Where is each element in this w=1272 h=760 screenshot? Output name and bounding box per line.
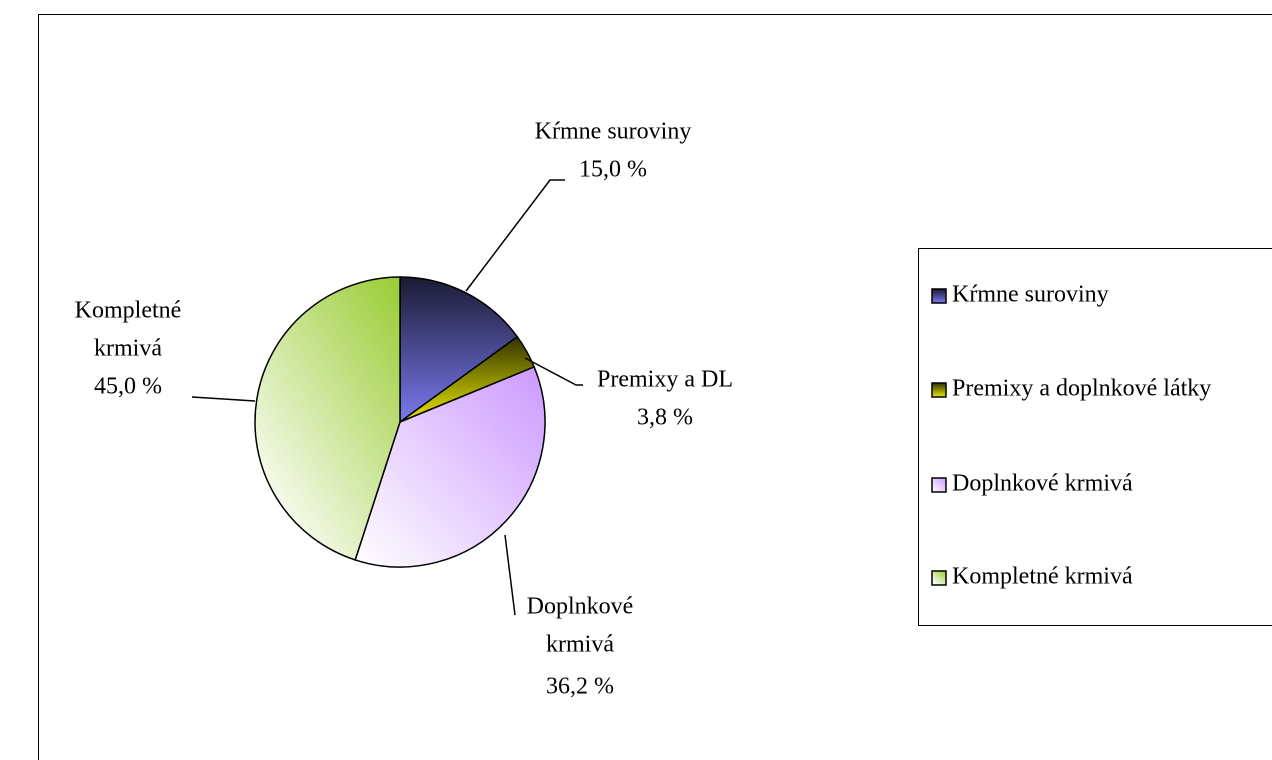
data-label-name: krmivá [546,632,614,658]
pie-slice [254,276,401,561]
leader-line [465,179,565,292]
legend-box [918,248,1272,626]
data-label-name: krmivá [94,336,162,362]
data-label-value: 15,0 % [579,157,647,183]
legend-label: Doplnkové krmivá [952,471,1133,497]
leader-line [524,357,583,386]
data-label-value: 3,8 % [637,405,693,431]
legend-swatch [931,570,947,586]
legend-swatch [931,382,947,398]
data-label-value: 36,2 % [546,674,614,700]
legend-swatch [931,288,947,304]
pie-slice [354,365,546,568]
pie-slice [399,276,519,424]
legend-label: Kŕmne suroviny [952,282,1109,308]
leader-line [191,396,256,402]
data-label-name: Kŕmne suroviny [535,119,692,145]
data-label-name: Doplnkové [527,594,634,620]
legend-label: Kompletné krmivá [952,564,1133,590]
leader-line [504,534,516,616]
data-label-name: Kompletné [75,298,182,324]
data-label-name: Premixy a DL [597,367,733,393]
legend-label: Premixy a doplnkové látky [952,376,1211,402]
legend-swatch [931,477,947,493]
data-label-value: 45,0 % [94,374,162,400]
